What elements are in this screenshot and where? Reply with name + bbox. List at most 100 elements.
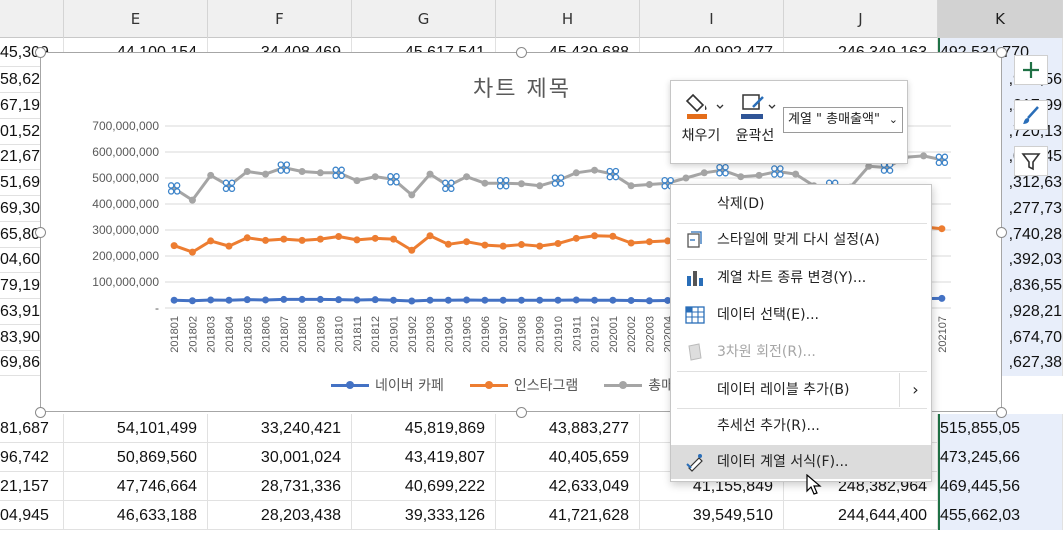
- data-point[interactable]: [517, 180, 525, 188]
- data-point[interactable]: [609, 296, 617, 304]
- series-select[interactable]: 계열 " 총매출액" ⌄: [783, 107, 903, 133]
- data-point[interactable]: [353, 177, 361, 185]
- menu-item-3d-rotation[interactable]: 3차원 회전(R)...: [671, 335, 931, 369]
- table-cell[interactable]: 47,746,664: [64, 472, 208, 501]
- data-point[interactable]: [298, 236, 306, 244]
- menu-item-change-chart-type[interactable]: 계열 차트 종류 변경(Y)...: [671, 261, 931, 295]
- table-cell-selected[interactable]: 469,445,56: [938, 472, 1063, 501]
- table-cell[interactable]: [784, 443, 938, 472]
- data-point[interactable]: [243, 234, 251, 242]
- data-point[interactable]: [335, 296, 343, 304]
- menu-item-reset-style[interactable]: 스타일에 맞게 다시 설정(A): [671, 223, 931, 257]
- data-point[interactable]: [536, 182, 544, 190]
- data-point[interactable]: [371, 234, 379, 242]
- chart-filters-button[interactable]: [1014, 146, 1048, 176]
- column-header[interactable]: I: [640, 0, 784, 38]
- table-cell[interactable]: 96,742: [0, 443, 64, 472]
- data-point[interactable]: [591, 232, 599, 240]
- data-point[interactable]: [280, 235, 288, 243]
- data-point[interactable]: [188, 196, 196, 204]
- table-cell[interactable]: 81,687: [0, 414, 64, 443]
- data-point[interactable]: [481, 296, 489, 304]
- data-point[interactable]: [938, 294, 946, 302]
- column-header[interactable]: F: [208, 0, 352, 38]
- data-point[interactable]: [627, 182, 635, 190]
- data-point[interactable]: [664, 237, 672, 245]
- data-point[interactable]: [920, 152, 928, 160]
- resize-handle[interactable]: [996, 227, 1007, 238]
- legend-item[interactable]: 네이버 카페: [331, 375, 444, 395]
- table-cell[interactable]: 33,240,421: [208, 414, 352, 443]
- table-cell-selected[interactable]: 473,245,66: [938, 443, 1063, 472]
- data-point[interactable]: [207, 171, 215, 179]
- data-point[interactable]: [463, 296, 471, 304]
- data-point[interactable]: [207, 237, 215, 245]
- data-point[interactable]: [426, 232, 434, 240]
- data-point[interactable]: [737, 173, 745, 181]
- resize-handle[interactable]: [35, 407, 46, 418]
- resize-handle[interactable]: [35, 227, 46, 238]
- data-point[interactable]: [938, 225, 946, 233]
- data-point[interactable]: [188, 297, 196, 305]
- data-point[interactable]: [627, 239, 635, 247]
- legend-item[interactable]: 인스타그램: [469, 375, 578, 395]
- data-point[interactable]: [170, 296, 178, 304]
- data-point[interactable]: [408, 297, 416, 305]
- data-point[interactable]: [225, 242, 233, 250]
- menu-item-add-data-labels[interactable]: 데이터 레이블 추가(B) ›: [671, 373, 931, 407]
- data-point[interactable]: [609, 232, 617, 240]
- data-point[interactable]: [664, 296, 672, 304]
- data-point[interactable]: [591, 296, 599, 304]
- table-cell[interactable]: [784, 414, 938, 443]
- data-point[interactable]: [371, 173, 379, 181]
- data-point[interactable]: [389, 296, 397, 304]
- table-cell[interactable]: 04,945: [0, 501, 64, 530]
- data-point[interactable]: [408, 191, 416, 199]
- data-point[interactable]: [389, 235, 397, 243]
- table-cell-selected[interactable]: 455,662,03: [938, 501, 1063, 530]
- data-point[interactable]: [262, 296, 270, 304]
- data-point[interactable]: [591, 166, 599, 174]
- menu-item-add-trendline[interactable]: 추세선 추가(R)...: [671, 409, 931, 443]
- data-point[interactable]: [554, 240, 562, 248]
- data-point[interactable]: [536, 296, 544, 304]
- data-point[interactable]: [408, 246, 416, 254]
- table-cell[interactable]: 41,155,849: [640, 472, 784, 501]
- table-cell[interactable]: 28,731,336: [208, 472, 352, 501]
- data-point[interactable]: [298, 295, 306, 303]
- data-point[interactable]: [517, 241, 525, 249]
- data-point[interactable]: [627, 296, 635, 304]
- column-header-selected[interactable]: K: [938, 0, 1063, 38]
- data-point[interactable]: [170, 242, 178, 250]
- data-point[interactable]: [572, 296, 580, 304]
- data-point[interactable]: [572, 169, 580, 177]
- data-point[interactable]: [353, 236, 361, 244]
- resize-handle[interactable]: [516, 407, 527, 418]
- chart-elements-button[interactable]: [1014, 55, 1048, 85]
- column-header[interactable]: [0, 0, 64, 38]
- data-point[interactable]: [225, 296, 233, 304]
- data-point[interactable]: [499, 242, 507, 250]
- column-header[interactable]: J: [784, 0, 938, 38]
- column-header[interactable]: E: [64, 0, 208, 38]
- data-point[interactable]: [243, 296, 251, 304]
- data-point[interactable]: [335, 233, 343, 240]
- column-header[interactable]: H: [496, 0, 640, 38]
- data-point[interactable]: [481, 179, 489, 187]
- table-cell[interactable]: 40,699,222: [352, 472, 496, 501]
- data-point[interactable]: [371, 296, 379, 304]
- data-point[interactable]: [554, 296, 562, 304]
- column-header[interactable]: G: [352, 0, 496, 38]
- chart-title[interactable]: 차트 제목: [473, 77, 571, 102]
- outline-button[interactable]: 윤곽선: [729, 89, 781, 145]
- data-point[interactable]: [316, 235, 324, 243]
- data-point[interactable]: [865, 162, 873, 170]
- data-point[interactable]: [645, 181, 653, 188]
- data-point[interactable]: [316, 295, 324, 303]
- table-cell[interactable]: 39,333,126: [352, 501, 496, 530]
- data-point[interactable]: [280, 295, 288, 303]
- table-cell[interactable]: 43,419,807: [352, 443, 496, 472]
- table-cell[interactable]: 244,644,400: [784, 501, 938, 530]
- data-point[interactable]: [499, 296, 507, 304]
- data-point[interactable]: [243, 168, 251, 175]
